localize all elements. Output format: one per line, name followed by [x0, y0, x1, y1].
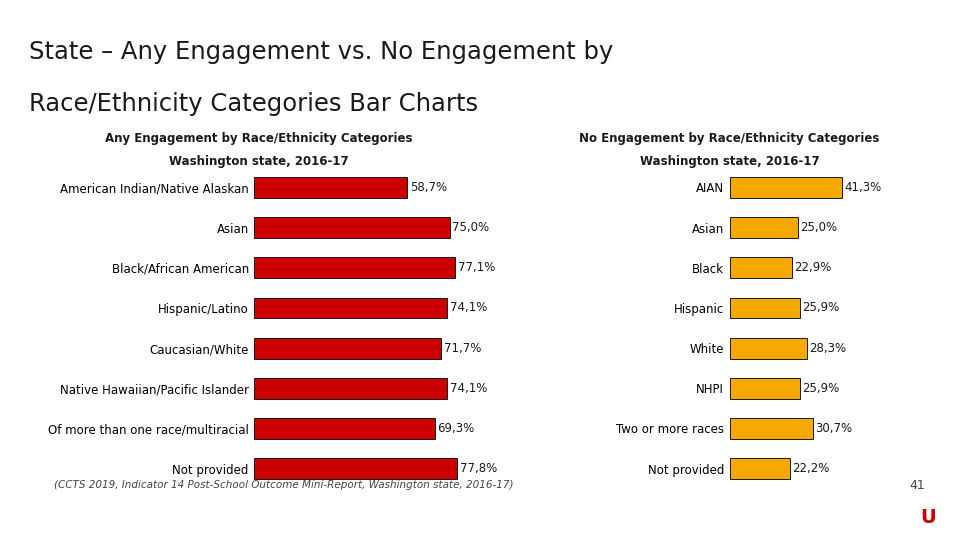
Bar — [730, 217, 798, 238]
Text: 25,9%: 25,9% — [803, 382, 840, 395]
Text: 75,0%: 75,0% — [452, 221, 490, 234]
Text: No Engagement by Race/Ethnicity Categories: No Engagement by Race/Ethnicity Categori… — [580, 132, 879, 145]
Bar — [254, 217, 450, 238]
Bar — [730, 458, 790, 479]
Text: 25,0%: 25,0% — [800, 221, 837, 234]
Bar — [730, 418, 813, 439]
Text: 41,3%: 41,3% — [845, 181, 882, 194]
Bar — [254, 378, 447, 399]
Bar — [730, 378, 801, 399]
Text: 58,7%: 58,7% — [410, 181, 447, 194]
Text: U: U — [921, 508, 936, 528]
Text: 74,1%: 74,1% — [450, 301, 488, 314]
Bar — [254, 338, 442, 359]
Bar — [730, 338, 807, 359]
Bar — [730, 177, 843, 198]
Text: 69,3%: 69,3% — [438, 422, 475, 435]
Text: 22,9%: 22,9% — [794, 261, 831, 274]
Bar — [254, 418, 435, 439]
Text: 25,9%: 25,9% — [803, 301, 840, 314]
Bar — [254, 258, 455, 278]
Text: 77,8%: 77,8% — [460, 462, 497, 475]
Bar — [254, 458, 457, 479]
Text: 74,1%: 74,1% — [450, 382, 488, 395]
Bar — [730, 298, 801, 319]
Text: 41: 41 — [909, 479, 924, 492]
Text: 22,2%: 22,2% — [792, 462, 829, 475]
Bar — [254, 177, 407, 198]
Bar — [730, 258, 792, 278]
Text: State – Any Engagement vs. No Engagement by: State – Any Engagement vs. No Engagement… — [29, 40, 613, 64]
Text: Washington state, 2016-17: Washington state, 2016-17 — [169, 154, 349, 168]
Text: Washington state, 2016-17: Washington state, 2016-17 — [639, 154, 820, 168]
Text: Center for Change in Transition Services | www.seattleu.edu/ccts | CC BY 4.0: Center for Change in Transition Services… — [17, 512, 398, 523]
Text: Any Engagement by Race/Ethnicity Categories: Any Engagement by Race/Ethnicity Categor… — [106, 132, 413, 145]
Text: (CCTS 2019, Indicator 14 Post-School Outcome Mini-Report, Washington state, 2016: (CCTS 2019, Indicator 14 Post-School Out… — [54, 481, 514, 490]
Text: SEATTLE: SEATTLE — [837, 508, 931, 528]
Text: Race/Ethnicity Categories Bar Charts: Race/Ethnicity Categories Bar Charts — [29, 92, 478, 116]
Text: 77,1%: 77,1% — [458, 261, 495, 274]
Text: 30,7%: 30,7% — [816, 422, 852, 435]
Text: 71,7%: 71,7% — [444, 342, 481, 355]
Bar — [254, 298, 447, 319]
Text: 28,3%: 28,3% — [809, 342, 846, 355]
